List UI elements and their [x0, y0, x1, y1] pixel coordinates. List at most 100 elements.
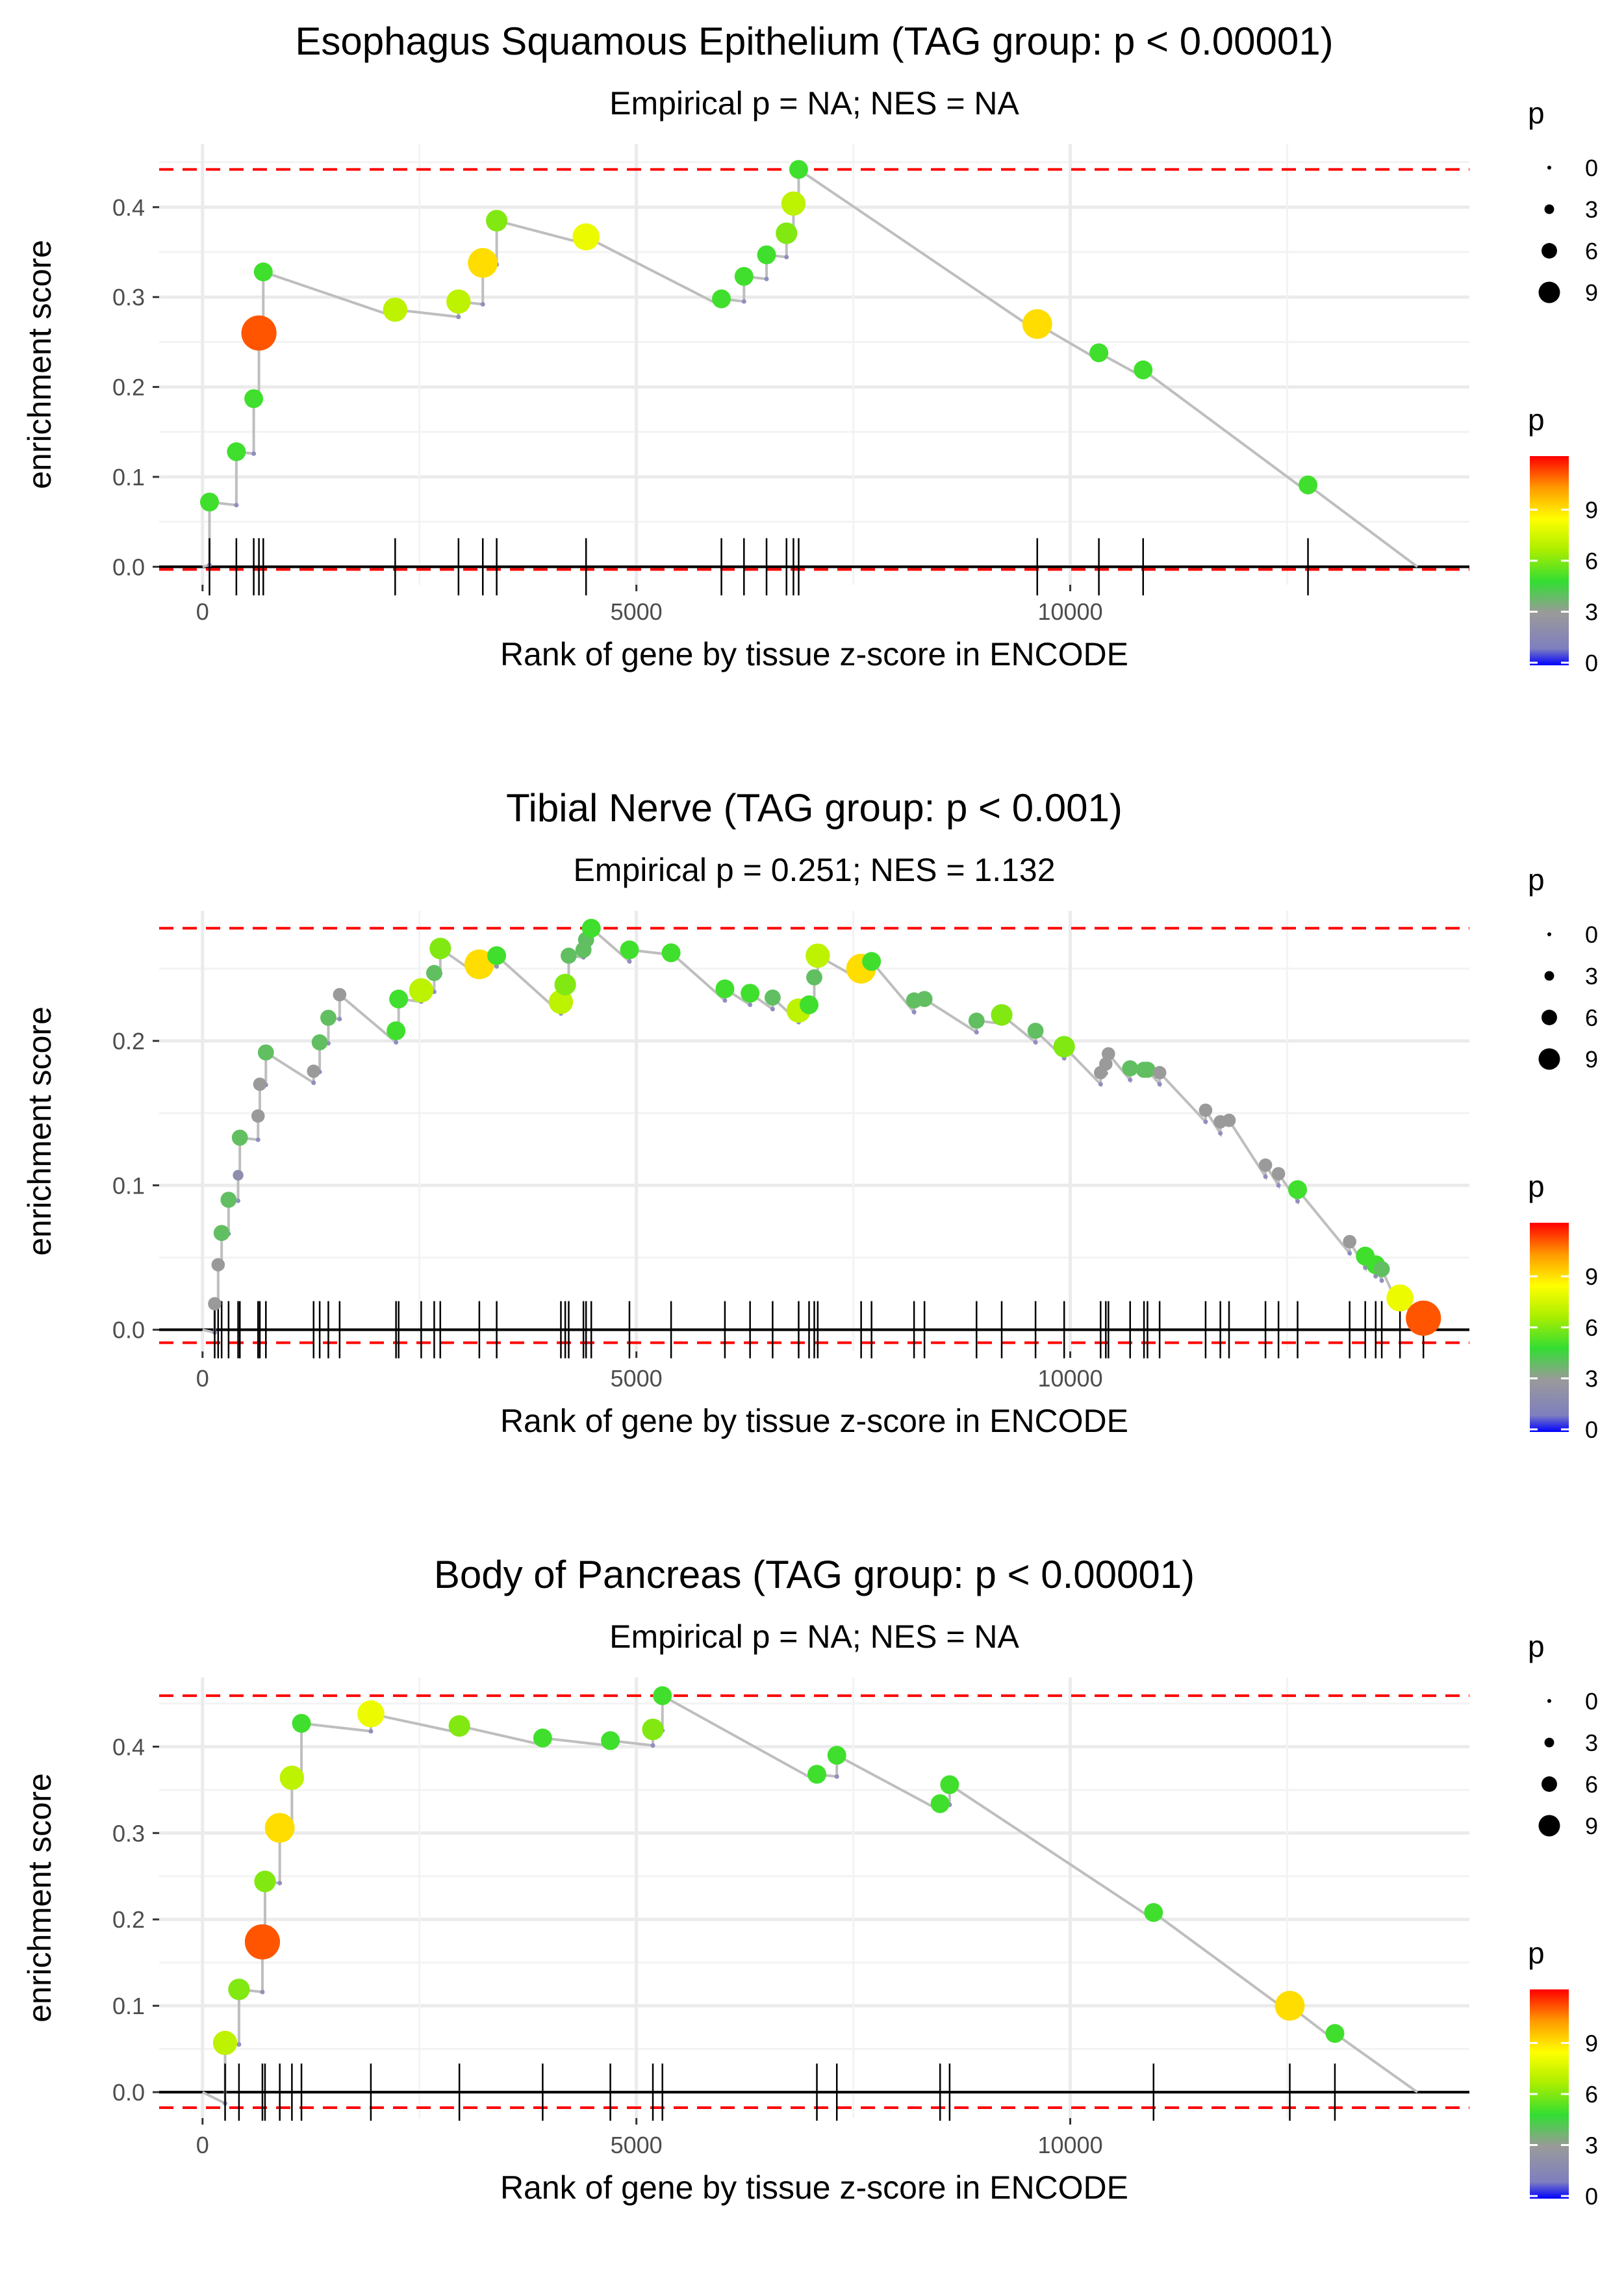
- size-legend-label: 3: [1585, 1730, 1598, 1756]
- hit-point: [776, 222, 798, 244]
- color-legend: p 9 6 3 0: [1528, 1936, 1598, 2210]
- hit-point: [1152, 1066, 1167, 1080]
- y-tick-label: 0.2: [112, 374, 145, 401]
- color-legend-label: 6: [1585, 1314, 1598, 1341]
- size-legend-dot: [1544, 971, 1554, 981]
- hit-point: [292, 1713, 311, 1733]
- size-legend-label: 9: [1585, 1813, 1598, 1839]
- valley-point: [741, 299, 746, 304]
- x-tick-label: 10000: [1037, 2132, 1102, 2158]
- hit-point: [764, 989, 781, 1006]
- valley-point: [748, 1002, 753, 1007]
- valley-point: [251, 451, 257, 456]
- gene-rug: [209, 538, 1309, 596]
- hit-point: [554, 973, 576, 995]
- valley-point: [834, 1774, 839, 1779]
- chart-title: Esophagus Squamous Epithelium (TAG group…: [295, 19, 1333, 63]
- hit-point: [581, 919, 601, 938]
- valley-point: [480, 301, 485, 307]
- hit-point: [642, 1718, 664, 1741]
- y-tick-label: 0.1: [112, 1172, 145, 1199]
- size-legend-dot: [1538, 1815, 1560, 1837]
- x-axis-title: Rank of gene by tissue z-score in ENCODE: [500, 1403, 1128, 1439]
- valley-point: [1263, 1174, 1268, 1179]
- chart-title: Tibial Nerve (TAG group: p < 0.001): [506, 786, 1123, 830]
- hit-point: [1222, 1114, 1236, 1127]
- hit-point: [806, 969, 822, 986]
- hit-point: [1258, 1158, 1273, 1172]
- valley-point: [368, 1729, 374, 1734]
- size-legend-label: 3: [1585, 196, 1598, 223]
- hit-point: [806, 943, 830, 968]
- size-legend-label: 6: [1585, 1771, 1598, 1798]
- hit-point: [264, 1813, 295, 1843]
- hit-point: [357, 1700, 385, 1728]
- hit-point: [1288, 1180, 1308, 1199]
- hit-point: [227, 442, 246, 461]
- hit-point: [486, 210, 508, 232]
- x-tick-label: 0: [196, 598, 209, 625]
- hit-point: [333, 988, 347, 1002]
- hit-point: [213, 1225, 230, 1242]
- size-legend-dot: [1544, 1737, 1554, 1748]
- hit-point: [781, 191, 806, 216]
- hit-point: [940, 1775, 959, 1795]
- valley-point: [911, 1010, 917, 1015]
- size-legend-dot: [1542, 243, 1557, 259]
- hit-point: [251, 1109, 265, 1123]
- valley-point: [337, 1017, 342, 1022]
- hit-point: [233, 1169, 244, 1181]
- hit-point: [429, 938, 451, 960]
- hit-point: [199, 492, 219, 512]
- x-tick-label: 10000: [1037, 1365, 1102, 1392]
- hit-point: [741, 984, 760, 1003]
- hit-point: [1386, 1284, 1414, 1312]
- hit-point: [991, 1004, 1013, 1026]
- size-legend: p 0 3 6 9: [1528, 863, 1598, 1073]
- x-tick-label: 5000: [611, 598, 663, 625]
- color-legend-label: 9: [1585, 497, 1598, 524]
- running-es-line: [202, 925, 1425, 1335]
- x-tick-label: 0: [196, 2132, 209, 2158]
- color-legend-title: p: [1528, 1169, 1545, 1203]
- hit-point: [1275, 1991, 1305, 2021]
- valley-point: [650, 1743, 655, 1748]
- hit-point: [426, 965, 442, 981]
- color-legend-label: 0: [1585, 2183, 1598, 2210]
- y-tick-label: 0.3: [112, 1820, 145, 1846]
- hit-point: [572, 223, 600, 251]
- hit-point: [930, 1794, 950, 1813]
- hit-point: [862, 952, 882, 971]
- size-legend-dot: [1547, 1699, 1551, 1703]
- hit-point: [387, 1021, 406, 1041]
- color-legend-label: 0: [1585, 650, 1598, 676]
- hit-point: [601, 1731, 620, 1750]
- size-legend-title: p: [1528, 863, 1545, 897]
- x-tick-label: 10000: [1037, 598, 1102, 625]
- hit-point: [1089, 343, 1109, 363]
- y-tick-label: 0.1: [112, 1993, 145, 2019]
- chart-title: Body of Pancreas (TAG group: p < 0.00001…: [434, 1553, 1195, 1596]
- color-legend-label: 6: [1585, 548, 1598, 574]
- hit-point: [1299, 475, 1318, 494]
- size-legend-label: 6: [1585, 238, 1598, 264]
- hit-point: [254, 1871, 276, 1893]
- size-legend: p 0 3 6 9: [1528, 96, 1598, 306]
- size-legend-dot: [1542, 1776, 1557, 1792]
- x-axis-title: Rank of gene by tissue z-score in ENCODE: [500, 636, 1128, 672]
- hit-point: [446, 289, 471, 314]
- hit-point: [712, 289, 731, 309]
- size-legend-title: p: [1528, 1629, 1545, 1663]
- hit-point: [653, 1686, 672, 1706]
- valley-point: [627, 959, 632, 964]
- valley-point: [236, 2042, 242, 2047]
- y-axis-title: enrichment score: [21, 1773, 58, 2023]
- valley-point: [722, 998, 728, 1003]
- hit-point: [1099, 1057, 1113, 1071]
- hit-point: [661, 943, 681, 962]
- hit-point: [1144, 1903, 1163, 1923]
- valley-point: [764, 276, 769, 281]
- valley-point: [1203, 1119, 1208, 1125]
- size-legend-label: 0: [1585, 1688, 1598, 1715]
- valley-point: [456, 314, 461, 320]
